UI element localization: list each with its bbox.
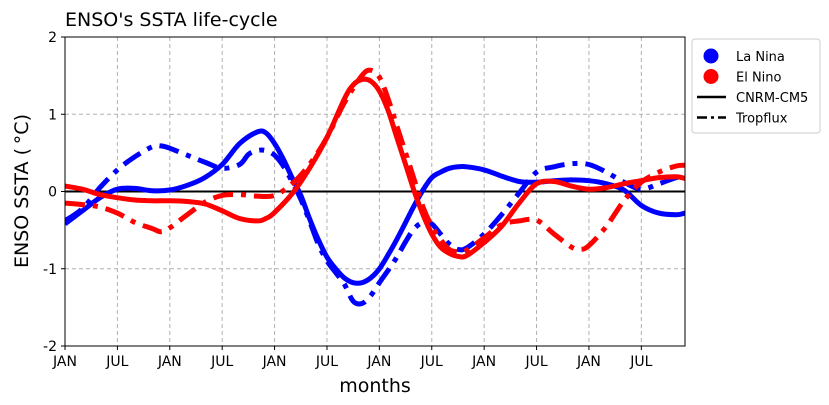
x-tick-label: JAN [366, 354, 391, 370]
x-axis-label: months [339, 375, 411, 397]
legend-marker-la-nina [703, 48, 719, 64]
y-tick-label: -2 [43, 339, 57, 355]
y-tick-label: 2 [48, 30, 57, 46]
x-tick-label: JUL [629, 354, 652, 370]
x-tick-label: JAN [157, 354, 182, 370]
x-tick-label: JUL [420, 354, 443, 370]
x-tick-label: JAN [262, 354, 287, 370]
chart-title: ENSO's SSTA life-cycle [65, 9, 278, 31]
series-el-nino-cnrm-cm5 [65, 76, 685, 260]
x-tick-label: JAN [576, 354, 601, 370]
x-tick-label: JUL [315, 354, 338, 370]
y-axis-label: ENSO SSTA ( °C) [11, 114, 33, 268]
y-tick-label: 1 [48, 107, 57, 123]
series-la-nina-tropflux [65, 143, 685, 307]
legend-box [691, 38, 821, 134]
x-axis-ticks: JAN JUL JAN JUL JAN JUL JAN JUL JAN JUL JAN JUL [52, 346, 653, 370]
y-tick-label: 0 [48, 185, 57, 201]
legend-marker-el-nino [703, 69, 719, 84]
y-axis-ticks: -2 -1 0 1 2 [43, 30, 65, 355]
legend-label-tropflux: Tropflux [735, 112, 788, 127]
x-tick-label: JUL [524, 354, 547, 370]
legend-label-la-nina: La Nina [736, 50, 785, 65]
series-group [65, 67, 685, 307]
legend-label-el-nino: El Nino [736, 71, 782, 86]
legend-label-cnrm-cm5: CNRM-CM5 [736, 91, 808, 106]
x-tick-label: JUL [105, 354, 128, 370]
y-tick-label: -1 [43, 262, 57, 278]
x-tick-label: JUL [210, 354, 233, 370]
x-tick-label: JAN [52, 354, 77, 370]
legend: La Nina El Nino CNRM-CM5 Tropflux [691, 38, 821, 134]
x-tick-label: JAN [471, 354, 496, 370]
